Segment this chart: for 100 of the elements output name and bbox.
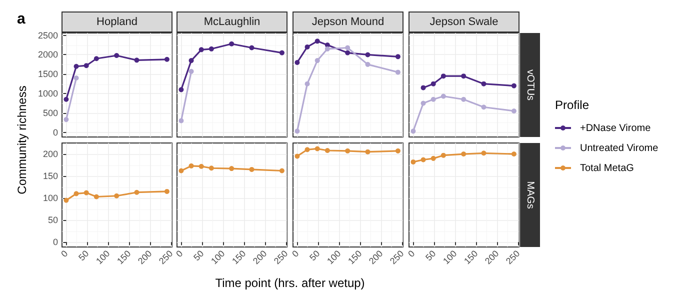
point xyxy=(114,53,120,58)
y-tick-label: 0 xyxy=(52,237,58,248)
point xyxy=(345,148,350,154)
legend-title: Profile xyxy=(555,98,590,112)
point xyxy=(279,50,284,56)
x-tick-label: 150 xyxy=(346,248,364,266)
x-tick-label: 250 xyxy=(272,248,290,266)
point xyxy=(461,96,466,102)
point xyxy=(314,146,320,152)
y-axis-title: Community richness xyxy=(15,86,29,194)
point xyxy=(74,191,79,196)
point xyxy=(511,83,516,88)
x-tick-label: 200 xyxy=(483,248,501,266)
point xyxy=(249,45,254,50)
point xyxy=(410,159,416,164)
x-tick-label: 50 xyxy=(424,248,438,263)
point xyxy=(420,157,426,162)
chart-title: Jepson Swale xyxy=(430,16,498,28)
legend-label: Untreated Virome xyxy=(580,142,658,154)
point xyxy=(164,188,170,194)
point xyxy=(461,152,466,157)
point xyxy=(481,150,486,156)
x-tick-label: 150 xyxy=(115,248,133,266)
x-tick-label: 250 xyxy=(504,248,522,266)
x-tick-label: 250 xyxy=(388,248,406,266)
x-tick-label: 150 xyxy=(462,248,480,266)
x-tick-label: 0 xyxy=(174,248,185,260)
x-tick-label: 200 xyxy=(136,248,154,266)
point xyxy=(229,41,234,46)
point xyxy=(304,44,310,50)
point xyxy=(164,56,170,62)
point xyxy=(440,152,446,158)
point xyxy=(188,68,194,74)
point xyxy=(430,81,436,86)
y-tick-label: 100 xyxy=(42,193,58,204)
point xyxy=(395,70,400,75)
x-tick-label: 100 xyxy=(325,248,343,266)
point xyxy=(84,190,89,196)
y-tick-label: 1000 xyxy=(38,88,58,99)
legend-label: Total MetaG xyxy=(580,162,634,174)
y-tick-label: 2500 xyxy=(38,30,58,40)
point xyxy=(345,50,350,56)
point xyxy=(94,194,99,200)
point xyxy=(365,62,370,67)
point xyxy=(324,148,330,153)
x-tick-label: 250 xyxy=(157,248,175,266)
y-tick-label: 150 xyxy=(42,171,58,182)
y-tick-label: 0 xyxy=(52,127,58,138)
point xyxy=(345,45,350,50)
x-tick-label: 0 xyxy=(406,248,417,260)
point xyxy=(188,58,194,64)
point xyxy=(178,118,184,124)
y-tick-label: 500 xyxy=(42,108,58,118)
point xyxy=(314,58,320,64)
x-tick-label: 200 xyxy=(251,248,269,266)
x-tick-label: 100 xyxy=(94,248,112,266)
x-tick-label: 150 xyxy=(230,248,248,266)
point xyxy=(74,76,79,81)
point xyxy=(294,60,300,65)
y-tick-label: 200 xyxy=(42,149,58,160)
point xyxy=(134,58,140,63)
point xyxy=(178,87,184,92)
text: MAGs xyxy=(524,181,536,209)
legend-label: +DNase Virome xyxy=(580,122,651,134)
point xyxy=(314,38,320,44)
point xyxy=(410,128,416,134)
point xyxy=(511,108,516,114)
point xyxy=(365,52,370,58)
y-tick-label: 2000 xyxy=(38,50,58,60)
point xyxy=(420,85,426,90)
point xyxy=(74,64,79,69)
point xyxy=(420,100,426,106)
x-tick-label: 50 xyxy=(192,248,206,263)
point xyxy=(481,104,486,110)
point xyxy=(430,156,436,161)
y-tick-label: 1500 xyxy=(38,69,58,80)
point xyxy=(324,46,330,52)
x-tick-label: 50 xyxy=(76,248,91,263)
point xyxy=(294,128,300,134)
x-tick-label: 0 xyxy=(290,248,301,260)
text: vOTUs xyxy=(524,69,536,101)
point xyxy=(365,149,370,154)
point xyxy=(461,74,466,79)
point xyxy=(84,63,89,68)
x-tick-label: 100 xyxy=(441,248,459,266)
point xyxy=(294,154,300,159)
chart-title: McLaughlin xyxy=(204,16,260,28)
point xyxy=(395,148,400,154)
point xyxy=(134,190,140,195)
y-tick-label: 50 xyxy=(48,215,58,226)
point xyxy=(440,74,446,79)
point xyxy=(395,54,400,60)
point xyxy=(511,152,516,157)
point xyxy=(430,96,436,102)
x-tick-label: 200 xyxy=(367,248,385,266)
point xyxy=(64,96,69,102)
point xyxy=(304,81,310,86)
x-tick-label: 100 xyxy=(209,248,227,266)
chart-title: Hopland xyxy=(96,16,138,28)
point xyxy=(114,193,120,198)
